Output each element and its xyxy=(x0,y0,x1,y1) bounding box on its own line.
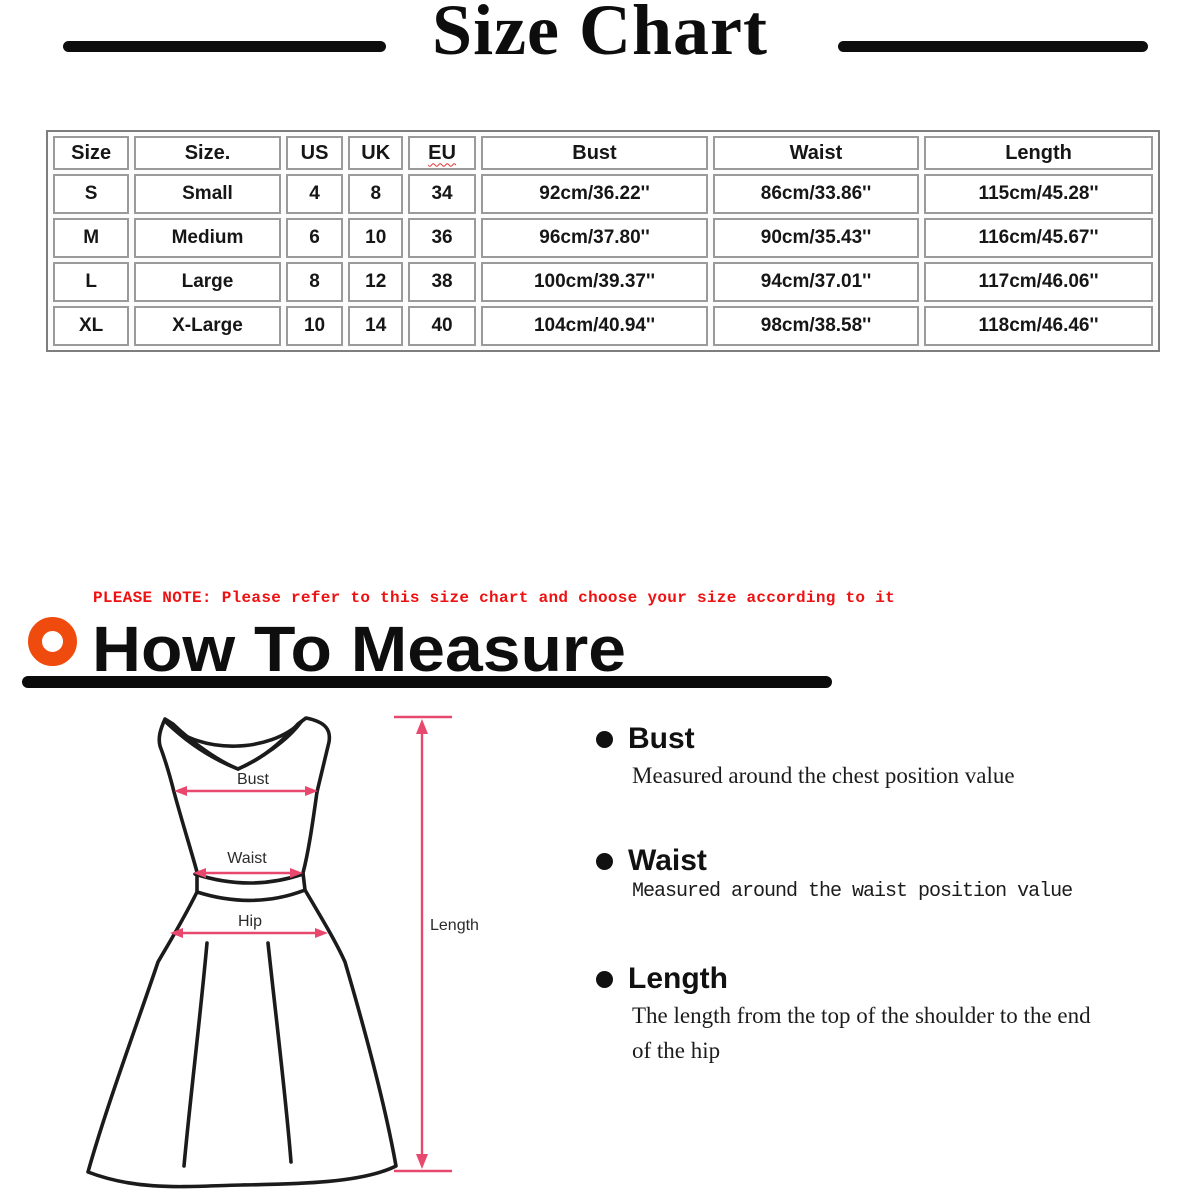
measure-item-description: The length from the top of the shoulder … xyxy=(632,1003,1091,1063)
column-header-length: Length xyxy=(924,136,1153,170)
table-cell: 117cm/46.06'' xyxy=(924,262,1153,302)
table-row-xl: XL X-Large 10 14 40 104cm/40.94'' 98cm/38.58''… xyxy=(53,306,1153,346)
size-table: Size Size. US UK EU Bust Waist Length S Small 4 8 3… xyxy=(46,130,1160,352)
measure-item-length: Length xyxy=(596,962,728,996)
table-cell: 38 xyxy=(408,262,477,302)
dress-neckline-back xyxy=(165,720,303,748)
page-title: Size Chart xyxy=(432,0,768,70)
dress-waistband-top xyxy=(193,872,305,885)
table-cell: 116cm/45.67'' xyxy=(924,218,1153,258)
arrowhead xyxy=(416,719,428,734)
bullet-icon xyxy=(596,730,613,748)
table-row-m: M Medium 6 10 36 96cm/37.80'' 90cm/35.43'' 116c… xyxy=(53,218,1153,258)
column-header-waist: Waist xyxy=(712,136,920,170)
table-cell: 34 xyxy=(408,174,477,214)
diagram-bust-label: Bust xyxy=(237,771,270,788)
title-divider-left xyxy=(63,41,386,52)
table-cell: Large xyxy=(134,262,281,302)
table-cell: 12 xyxy=(348,262,404,302)
table-cell: 104cm/40.94'' xyxy=(481,306,708,346)
arrowhead xyxy=(315,928,328,938)
table-header-row: Size Size. US UK EU Bust Waist Length xyxy=(53,136,1153,170)
bullet-icon xyxy=(596,852,613,870)
measure-item-label: Waist xyxy=(628,844,707,877)
measure-item-label: Length xyxy=(628,962,728,995)
diagram-waist-label: Waist xyxy=(227,850,267,867)
table-cell: 94cm/37.01'' xyxy=(712,262,920,302)
title-divider-right xyxy=(838,41,1148,52)
dress-measurement-diagram: Bust Waist Hip Length xyxy=(86,715,479,1189)
table-cell: XL xyxy=(53,306,130,346)
table-cell: 10 xyxy=(348,218,404,258)
table-cell: 40 xyxy=(408,306,477,346)
table-cell: Medium xyxy=(134,218,281,258)
column-header-bust: Bust xyxy=(481,136,708,170)
table-cell: 92cm/36.22'' xyxy=(481,174,708,214)
column-header-eu: EU xyxy=(408,136,477,170)
table-cell: L xyxy=(53,262,130,302)
table-cell: X-Large xyxy=(134,306,281,346)
table-cell: 118cm/46.46'' xyxy=(924,306,1153,346)
column-header-us: US xyxy=(285,136,344,170)
table-cell: 90cm/35.43'' xyxy=(712,218,920,258)
dress-waistband-bottom xyxy=(195,888,307,903)
column-header-size: Size. xyxy=(134,136,281,170)
arrowhead xyxy=(170,928,183,938)
table-cell: 10 xyxy=(285,306,344,346)
table-cell: 100cm/39.37'' xyxy=(481,262,708,302)
table-cell: S xyxy=(53,174,130,214)
table-cell: 8 xyxy=(285,262,344,302)
dress-skirt-fold xyxy=(266,941,293,1164)
please-note-text: PLEASE NOTE: Please refer to this size c… xyxy=(93,589,896,607)
measure-item-label: Bust xyxy=(628,722,695,755)
dress-skirt-fold xyxy=(182,941,209,1168)
column-header-uk: UK xyxy=(348,136,404,170)
measure-item-description: Measured around the waist position value xyxy=(632,880,1073,903)
how-to-measure-heading: How To Measure xyxy=(92,613,627,685)
arrowhead xyxy=(305,786,318,796)
diagram-length-label: Length xyxy=(430,917,479,934)
arrowhead xyxy=(290,868,303,878)
measure-item-description: Measured around the chest position value xyxy=(632,763,1015,788)
table-cell: 96cm/37.80'' xyxy=(481,218,708,258)
table-row-s: S Small 4 8 34 92cm/36.22'' 86cm/33.86'' 115cm/… xyxy=(53,174,1153,214)
measure-item-waist: Waist xyxy=(596,844,707,878)
table-cell: 6 xyxy=(285,218,344,258)
column-header-size: Size xyxy=(53,136,130,170)
table-cell: M xyxy=(53,218,130,258)
table-cell: 86cm/33.86'' xyxy=(712,174,920,214)
bullet-icon xyxy=(596,970,613,988)
diagram-hip-label: Hip xyxy=(238,913,262,930)
dress-outline xyxy=(86,716,398,1189)
heading-underline-bar xyxy=(22,676,832,688)
dress-neckline-front xyxy=(165,720,303,771)
arrowhead xyxy=(193,868,206,878)
table-cell: 115cm/45.28'' xyxy=(924,174,1153,214)
arrowhead xyxy=(416,1154,428,1169)
table-cell: 14 xyxy=(348,306,404,346)
table-row-l: L Large 8 12 38 100cm/39.37'' 94cm/37.01'' 117c… xyxy=(53,262,1153,302)
measure-item-bust: Bust xyxy=(596,722,695,756)
table-cell: Small xyxy=(134,174,281,214)
table-cell: 4 xyxy=(285,174,344,214)
arrowhead xyxy=(174,786,187,796)
ring-bullet-icon xyxy=(28,617,77,666)
table-cell: 8 xyxy=(348,174,404,214)
table-cell: 36 xyxy=(408,218,477,258)
table-cell: 98cm/38.58'' xyxy=(712,306,920,346)
